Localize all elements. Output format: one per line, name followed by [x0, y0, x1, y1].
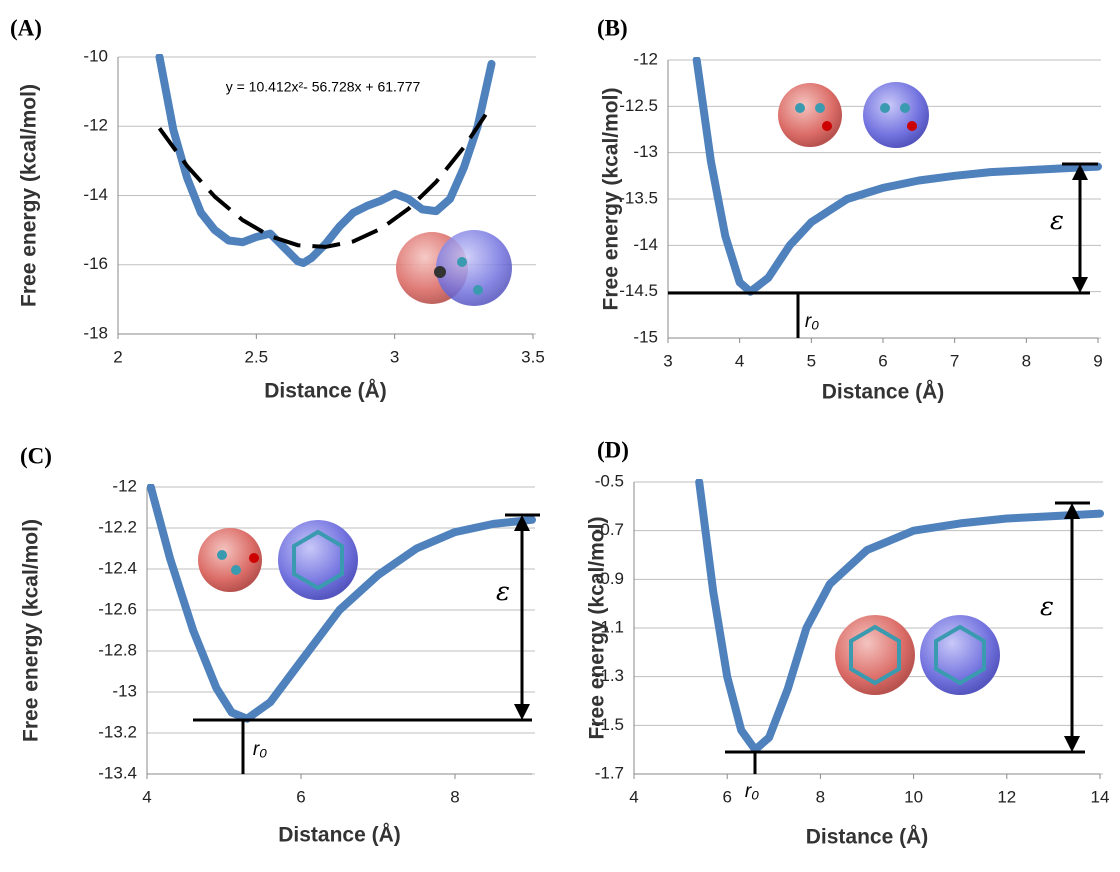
y-tick-label: -12.8: [98, 640, 137, 659]
y-tick-label: -1.7: [595, 763, 624, 782]
y-tick-label: -12: [83, 116, 108, 135]
y-tick-label: -18: [83, 323, 108, 342]
panel: -12 -12.5 -13 -13.5 -14 -14.5 -15 3 4 5 6 7 8 9 (B) Dis…: [597, 15, 1103, 403]
y-axis-label: Free energy (kcal/mol): [18, 84, 41, 307]
x-tick-label: 6: [878, 351, 887, 370]
y-tick-label: -13.4: [98, 763, 137, 782]
panel: -10 -12 -14 -16 -18 2 2.5 3 3.5 (A) Distance (Å) Fr…: [10, 15, 545, 402]
y-tick-label: -12.5: [619, 96, 658, 115]
x-tick-label: 3.5: [521, 347, 545, 366]
y-tick-label: -0.5: [595, 471, 624, 490]
y-tick-label: -12.4: [98, 558, 137, 577]
x-tick-label: 8: [450, 787, 459, 806]
x-axis-label: Distance (Å): [278, 823, 401, 847]
molecule-illustrations: [198, 82, 1000, 695]
x-tick-label: 3: [663, 351, 672, 370]
y-tick-label: -12.2: [98, 517, 137, 536]
y-tick-label: -14: [633, 235, 658, 254]
panel: -12 -12.2 -12.4 -12.6 -12.8 -13 -13.2 -13.4 4 6 8 (…: [20, 443, 536, 847]
x-tick-label: 4: [629, 787, 638, 806]
x-tick-label: 3: [390, 347, 399, 366]
line-series: [155, 54, 496, 267]
x-tick-label: 6: [722, 787, 731, 806]
y-tick-label: -15: [633, 327, 658, 346]
y-tick-label: -0.9: [595, 569, 624, 588]
x-axis-label: Distance (Å): [822, 380, 945, 404]
x-tick-label: 4: [735, 351, 744, 370]
y-tick-label: -16: [83, 254, 108, 273]
annotation: r₀: [253, 739, 267, 760]
y-tick-label: -0.7: [595, 520, 624, 539]
panel-title: (B): [597, 15, 628, 40]
panel-title: (A): [10, 15, 42, 40]
y-tick-label: -13.2: [98, 722, 137, 741]
panel-title: (D): [597, 437, 629, 462]
x-tick-label: 9: [1093, 351, 1102, 370]
x-tick-label: 6: [296, 787, 305, 806]
x-tick-label: 14: [1091, 787, 1110, 806]
panel: -0.5 -0.7 -0.9 -1.1 -1.3 -1.5 -1.7 4 6 8 10 12 14 (D)…: [586, 437, 1110, 848]
y-axis-label: Free energy (kcal/mol): [600, 88, 623, 311]
y-tick-label: -13: [633, 142, 658, 161]
y-tick-label: -13: [112, 681, 137, 700]
y-tick-label: -13.5: [619, 188, 658, 207]
line-series: [692, 57, 1102, 296]
y-tick-label: -14.5: [619, 281, 658, 300]
x-tick-label: 10: [904, 787, 923, 806]
annotation: ε: [1040, 592, 1054, 622]
reference-lines: [193, 162, 1098, 774]
y-tick-label: -12: [112, 476, 137, 495]
panel-title: (C): [20, 443, 52, 468]
y-tick-label: -1.3: [595, 666, 624, 685]
y-tick-label: -1.5: [595, 715, 624, 734]
annotation: r₀: [745, 781, 759, 802]
x-tick-label: 7: [950, 351, 959, 370]
line-series: [147, 484, 536, 723]
line-series: [157, 104, 494, 249]
x-axis-label: Distance (Å): [806, 825, 929, 849]
y-axis-label: Free energy (kcal/mol): [586, 517, 609, 740]
x-tick-label: 8: [1022, 351, 1031, 370]
x-tick-label: 2: [113, 347, 122, 366]
x-tick-label: 12: [997, 787, 1016, 806]
x-tick-label: 8: [816, 787, 825, 806]
y-tick-label: -12.6: [98, 599, 137, 618]
y-tick-label: -1.1: [595, 617, 624, 636]
x-tick-label: 4: [142, 787, 151, 806]
x-axis-label: Distance (Å): [264, 379, 387, 403]
y-tick-label: -10: [83, 46, 108, 65]
annotation: r₀: [805, 311, 819, 332]
annotation: ε: [1050, 206, 1064, 236]
y-axis-label: Free energy (kcal/mol): [20, 519, 43, 742]
y-tick-label: -14: [83, 185, 108, 204]
line-series: [695, 479, 1104, 754]
annotation: y = 10.412x²- 56.728x + 61.777: [226, 79, 421, 95]
x-tick-label: 2.5: [245, 347, 269, 366]
x-tick-label: 5: [807, 351, 816, 370]
y-tick-label: -12: [633, 49, 658, 68]
annotation: ε: [496, 577, 510, 607]
